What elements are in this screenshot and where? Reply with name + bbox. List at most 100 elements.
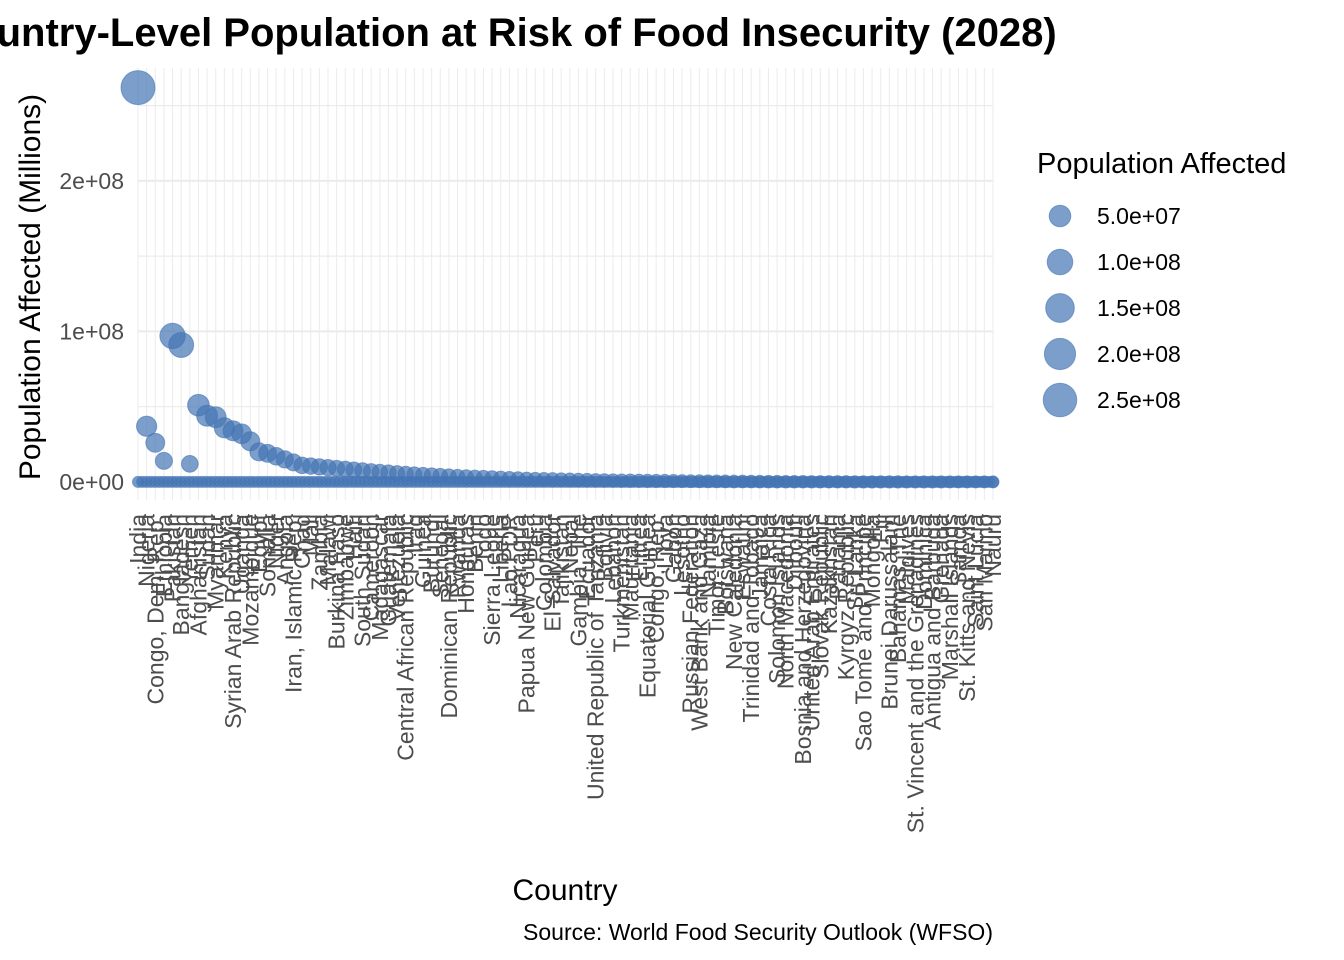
x-tick-label: Somalia [255, 514, 281, 597]
data-point [136, 415, 158, 437]
x-tick-label: Central African Republic [393, 514, 419, 761]
legend-label: 2.0e+08 [1097, 341, 1181, 367]
x-tick-label: Sierra Leone [479, 514, 505, 646]
x-tick-label: Chad [289, 514, 315, 569]
x-tick-label: India [125, 514, 151, 564]
x-tick-label: Guatemala [375, 514, 401, 627]
x-tick-label: Mauritania [617, 514, 643, 622]
x-tick-label: Nauru [980, 514, 1006, 577]
x-tick-label: Honduras [453, 514, 479, 614]
x-tick-label: Dominican Republic [436, 514, 462, 719]
x-tick-label: Equatorial Guinea [635, 514, 661, 698]
x-tick-label: St. Kitts and Nevis [954, 514, 980, 702]
x-tick-label: Djibouti [781, 514, 807, 591]
x-tick-label: Burundi [419, 514, 445, 593]
x-tick-label: Syrian Arab Republic [220, 514, 246, 729]
x-tick-label: Iraq [401, 514, 427, 554]
x-tick-label: Panama [825, 514, 851, 600]
x-tick-label: Bosnia and Herzegovina [790, 514, 816, 765]
legend: Population Affected 5.0e+07 1.0e+08 1.5e+0… [1037, 148, 1286, 418]
x-tick-label: Iran, Islamic Rep. [280, 514, 306, 693]
x-tick-label: Sri Lanka [842, 514, 868, 611]
x-tick-label: Rwanda [445, 514, 471, 599]
data-point [145, 432, 166, 453]
x-tick-label: United Republic of Tanzania [583, 514, 609, 800]
x-tick-label: Nicaragua [505, 514, 531, 619]
x-tick-label: Niger [263, 514, 289, 569]
x-tick-label: Samoa [945, 514, 971, 587]
x-tick-label: Congo, Rep. [643, 514, 669, 643]
x-tick-label: Peru [522, 514, 548, 563]
x-tick-label: South Sudan [350, 514, 376, 647]
x-tick-label: West Bank and Gaza [686, 514, 712, 731]
legend-title: Population Affected [1037, 148, 1286, 180]
x-tick-label: Ethiopia [151, 514, 177, 597]
x-tick-label: Ecuador [574, 514, 600, 600]
x-tick-label: Myanmar [203, 514, 229, 610]
x-tick-label: Botswana [712, 514, 738, 615]
x-tick-label: Mozambique [237, 514, 263, 646]
legend-label: 1.0e+08 [1097, 249, 1181, 275]
x-tick-label: St. Vincent and the Grenadines [902, 514, 928, 833]
x-tick-label: Gambia, The [565, 514, 591, 647]
x-axis-title: Country [512, 874, 617, 907]
legend-key [1042, 382, 1078, 418]
chart-caption: Source: World Food Security Outlook (WFS… [523, 919, 993, 945]
x-tick-label: San Marino [971, 514, 997, 632]
x-tick-label: Tajikistan [548, 514, 574, 609]
x-tick-label: Burkina Faso [324, 514, 350, 650]
x-tick-label: Malawi [315, 514, 341, 586]
x-tick-label: Eswatini [730, 514, 756, 600]
y-axis-ticks: 0e+00 1e+08 2e+08 [59, 168, 124, 495]
x-tick-label: Lao PDR [496, 514, 522, 607]
x-tick-label: Yemen [177, 514, 203, 585]
x-tick-label: Angola [272, 514, 298, 586]
x-tick-label: Costa Rica [755, 514, 781, 627]
x-tick-label: Cameroon [358, 514, 384, 621]
x-tick-label: Colombia [531, 514, 557, 611]
x-tick-label: Grenada [928, 514, 954, 604]
legend-key [1046, 248, 1074, 276]
x-tick-label: Jamaica [747, 514, 773, 600]
plot-grid [137, 68, 994, 500]
x-tick-label: Haiti [341, 514, 367, 560]
x-tick-label: Bahamas, The [885, 514, 911, 663]
x-tick-label: Kyrgyz Republic [833, 514, 859, 680]
x-tick-label: Dominica [911, 514, 937, 610]
data-point [180, 455, 199, 473]
x-tick-label: Pakistan [160, 514, 186, 602]
legend-label: 5.0e+07 [1097, 203, 1181, 229]
x-tick-label: Brunei Darussalam [876, 514, 902, 710]
legend-key [1045, 293, 1075, 323]
x-tick-label: Guinea [410, 514, 436, 588]
x-tick-label: Lesotho [669, 514, 695, 596]
x-tick-label: Mongolia [859, 514, 885, 608]
x-tick-label: Namibia [695, 514, 721, 599]
y-axis-title: Population Affected (Millions) [14, 94, 47, 480]
x-tick-label: Venezuela [384, 514, 410, 622]
x-tick-label: Papua New Guinea [514, 514, 540, 714]
x-tick-label: North Macedonia [773, 514, 799, 689]
y-tick-label: 2e+08 [59, 168, 124, 194]
data-point [154, 451, 173, 470]
x-tick-label: Congo, Dem. Rep. [142, 514, 168, 704]
legend-key [1043, 337, 1077, 371]
x-tick-label: Zimbabwe [332, 514, 358, 620]
plot-panel [138, 68, 993, 500]
x-tick-label: Russian Federation [678, 514, 704, 713]
x-tick-label: Solomon Islands [764, 514, 790, 684]
data-point [187, 393, 210, 417]
x-tick-label: Senegal [427, 514, 453, 598]
y-tick-label: 1e+08 [59, 318, 124, 344]
x-tick-label: Nigeria [134, 514, 160, 587]
data-point [159, 322, 186, 350]
x-tick-label: Turkmenistan [609, 514, 635, 652]
x-tick-label: Nepal [557, 514, 583, 574]
data-points [120, 70, 1000, 489]
legend-key [1048, 204, 1072, 228]
x-tick-label: Marshall Islands [937, 514, 963, 680]
legend-label: 1.5e+08 [1097, 295, 1181, 321]
x-tick-label: Mali [298, 514, 324, 556]
